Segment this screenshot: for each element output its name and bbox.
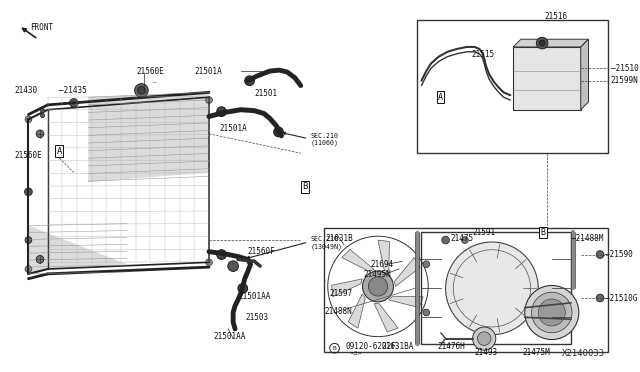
Circle shape [25,266,32,272]
Circle shape [25,116,32,123]
Text: 21631B: 21631B [326,234,353,243]
Text: 21515: 21515 [472,50,495,59]
Text: FRONT: FRONT [30,22,54,32]
Bar [324,228,608,352]
Text: X2140033: X2140033 [562,349,605,358]
Text: —21435: —21435 [60,86,87,95]
Text: A: A [438,93,444,102]
Polygon shape [28,225,127,274]
Text: 21560E: 21560E [136,67,164,76]
Polygon shape [513,39,589,47]
Circle shape [525,285,579,340]
Circle shape [477,332,491,345]
Circle shape [134,84,148,97]
Text: 21430: 21430 [15,86,38,95]
Circle shape [25,237,32,243]
Circle shape [423,261,429,267]
Circle shape [217,107,227,116]
Text: 21560E: 21560E [15,151,43,160]
Polygon shape [378,240,389,273]
Circle shape [362,271,394,302]
Circle shape [205,97,212,103]
Circle shape [536,37,548,49]
Circle shape [445,242,538,335]
Text: 21488N: 21488N [325,307,353,316]
Circle shape [274,127,284,137]
Polygon shape [342,250,374,272]
Text: 21501AA: 21501AA [214,332,246,341]
Text: 21501: 21501 [254,89,278,98]
Circle shape [596,251,604,259]
Bar [421,232,571,344]
Circle shape [442,236,449,244]
Text: SEC.210: SEC.210 [310,133,339,139]
Circle shape [596,294,604,302]
Text: SEC.210: SEC.210 [310,236,339,242]
Circle shape [244,76,254,86]
Text: —: — [153,80,156,85]
Text: —21510G: —21510G [605,294,637,302]
Circle shape [138,87,145,94]
Text: A: A [56,147,62,156]
Text: (13049N): (13049N) [310,244,342,250]
Text: 21694: 21694 [371,260,394,269]
Text: B: B [541,228,546,237]
Circle shape [228,261,239,272]
Circle shape [24,188,32,196]
Text: 21516: 21516 [544,12,567,20]
Text: —21590: —21590 [605,250,633,259]
Text: 21631BA: 21631BA [381,342,413,351]
Circle shape [238,283,248,293]
Polygon shape [348,294,365,328]
Text: 21597: 21597 [330,289,353,298]
Circle shape [369,277,388,296]
Circle shape [36,130,44,138]
Text: <3>: <3> [351,350,362,356]
Circle shape [205,259,212,266]
Text: 21493: 21493 [474,347,498,357]
Text: 21476H: 21476H [438,342,465,351]
Text: 21501AA: 21501AA [238,292,270,301]
Text: 21501A: 21501A [220,124,248,132]
Circle shape [538,299,565,326]
Text: B: B [333,346,337,351]
Bar [417,20,608,153]
Text: —21488M: —21488M [571,234,604,243]
Text: 21475M: 21475M [523,347,550,357]
Text: (11060): (11060) [310,139,339,146]
Text: B: B [302,182,307,192]
Text: 21560F: 21560F [248,247,275,256]
Polygon shape [389,296,423,308]
Text: 21475: 21475 [451,234,474,243]
Text: —21510: —21510 [611,64,639,73]
Text: 09120-6202F: 09120-6202F [345,342,396,351]
Circle shape [70,99,78,107]
Polygon shape [88,92,209,182]
Circle shape [217,250,227,259]
Circle shape [540,40,545,46]
Polygon shape [580,39,589,110]
Circle shape [461,237,468,243]
Circle shape [36,256,44,263]
Polygon shape [374,304,398,332]
Text: 21501A: 21501A [195,67,222,76]
Text: 21495N: 21495N [364,270,391,279]
Bar [513,47,580,110]
Polygon shape [395,257,420,286]
Text: 21503: 21503 [246,313,269,322]
Circle shape [423,309,429,316]
Text: 21599N: 21599N [611,76,639,85]
Polygon shape [332,279,362,297]
Text: 21591: 21591 [472,228,496,237]
Circle shape [531,292,572,333]
Circle shape [472,327,496,350]
